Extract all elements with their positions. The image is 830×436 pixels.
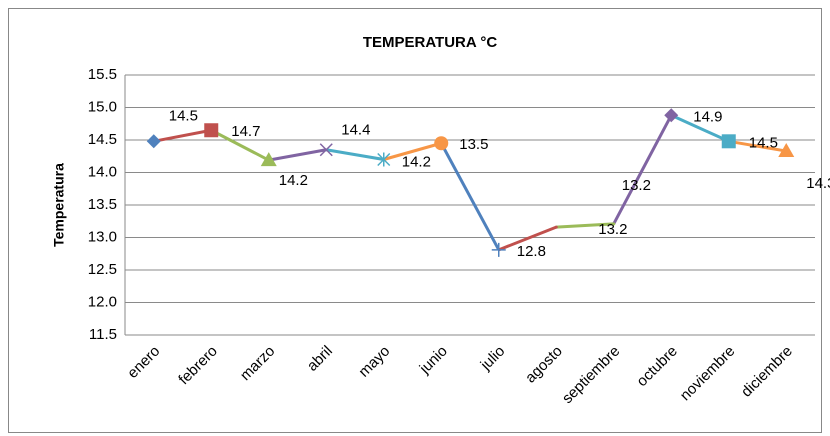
line-segment <box>325 148 385 161</box>
line-segment <box>556 222 614 229</box>
data-label: 12.8 <box>517 243 546 260</box>
y-tick-label: 15.5 <box>88 66 117 83</box>
marker <box>204 123 219 138</box>
marker <box>778 143 795 158</box>
data-label: 14.9 <box>693 108 722 125</box>
marker <box>612 222 616 226</box>
y-tick-label: 14.5 <box>88 131 117 148</box>
y-axis-title: Temperatura <box>51 163 67 247</box>
marker <box>319 143 333 157</box>
chart-border <box>8 8 822 433</box>
data-label: 14.2 <box>402 153 431 170</box>
y-tick-label: 13.0 <box>88 228 117 245</box>
y-tick-label: 11.5 <box>89 326 117 343</box>
data-label: 13.5 <box>459 136 488 153</box>
data-label: 14.3 <box>806 175 830 192</box>
line-segment <box>498 225 557 252</box>
data-label: 14.5 <box>169 107 198 124</box>
marker <box>146 134 161 149</box>
y-tick-label: 15.0 <box>88 98 117 115</box>
line-segment <box>670 113 730 143</box>
marker <box>664 108 679 123</box>
line-segment <box>439 142 501 251</box>
data-label: 14.4 <box>341 122 370 139</box>
data-label: 14.5 <box>749 134 778 151</box>
marker <box>721 134 736 149</box>
line-segment <box>210 128 270 162</box>
line-segment <box>612 114 673 225</box>
marker <box>260 152 277 167</box>
data-label: 13.2 <box>622 177 651 194</box>
marker <box>434 136 449 151</box>
data-label: 14.2 <box>279 172 308 189</box>
line-segment <box>728 139 787 153</box>
chart-title: TEMPERATURA °C <box>363 34 497 51</box>
marker <box>491 242 506 257</box>
y-tick-label: 14.0 <box>88 163 117 180</box>
marker <box>554 225 558 229</box>
y-tick-label: 12.0 <box>88 293 117 310</box>
data-label: 13.2 <box>598 221 627 238</box>
line-segment <box>268 148 327 162</box>
line-segment <box>383 141 442 161</box>
y-tick-label: 13.5 <box>88 196 117 213</box>
y-tick-label: 12.5 <box>88 261 117 278</box>
line-segment <box>153 128 212 143</box>
data-label: 14.7 <box>231 123 260 140</box>
marker <box>377 152 391 167</box>
